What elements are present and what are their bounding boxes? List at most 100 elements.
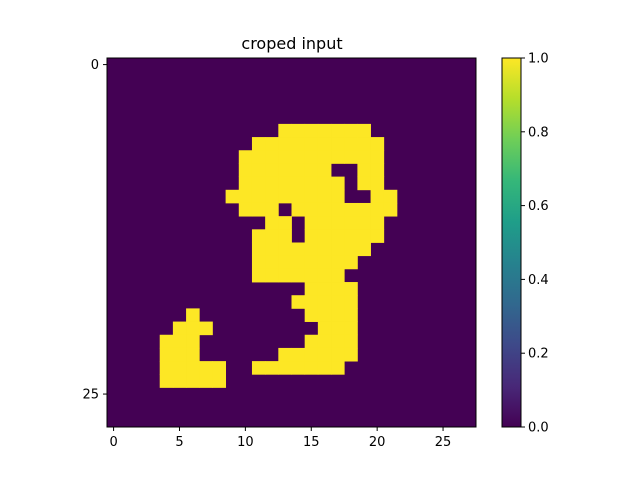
heatmap-cell	[331, 137, 345, 151]
heatmap-cell	[172, 374, 187, 388]
heatmap-cell	[331, 229, 345, 243]
heatmap-cell	[344, 295, 358, 309]
heatmap-cell	[344, 308, 358, 322]
heatmap-cell	[278, 216, 292, 230]
heatmap-cell	[383, 189, 398, 204]
heatmap-cell	[291, 150, 306, 164]
heatmap-cell	[331, 150, 345, 164]
heatmap-cell	[357, 137, 371, 151]
heatmap-cell	[331, 295, 345, 309]
heatmap-cell	[331, 268, 345, 283]
heatmap-cell	[344, 242, 358, 257]
heatmap-cell	[331, 176, 345, 191]
heatmap-cell	[357, 176, 371, 191]
heatmap-cell	[370, 150, 385, 164]
heatmap-cell	[344, 216, 358, 230]
heatmap-cell	[278, 361, 292, 375]
heatmap-cell	[331, 242, 345, 257]
heatmap-cell	[265, 268, 279, 283]
x-tick-label: 5	[175, 435, 183, 450]
y-axis: 0 25	[82, 58, 107, 403]
heatmap-cell	[344, 282, 358, 296]
heatmap-cell	[251, 163, 266, 178]
heatmap-cell	[304, 176, 319, 191]
heatmap-cell	[199, 361, 213, 375]
heatmap-cell	[304, 361, 319, 375]
heatmap-cell	[370, 202, 385, 217]
heatmap-cell	[304, 123, 319, 138]
heatmap-cell	[331, 321, 345, 336]
heatmap-cell	[278, 242, 292, 257]
heatmap-cell	[331, 282, 345, 296]
heatmap-cell	[357, 163, 371, 178]
heatmap-cell	[304, 282, 319, 296]
heatmap-cell	[370, 163, 385, 178]
heatmap-cell	[304, 137, 319, 151]
heatmap-cell	[278, 189, 292, 204]
heatmap-cell	[278, 229, 292, 243]
heatmap-cell	[172, 321, 187, 336]
heatmap-cell	[370, 176, 385, 191]
colorbar-tick-label: 0.0	[528, 421, 549, 436]
heatmap-cell	[265, 137, 279, 151]
colorbar-gradient	[502, 58, 521, 427]
heatmap-cell	[317, 123, 332, 138]
heatmap-cell	[238, 189, 253, 204]
heatmap-cell	[383, 202, 398, 217]
x-tick-label: 0	[109, 435, 117, 450]
heatmap-cell	[291, 189, 306, 204]
heatmap-cell	[317, 321, 332, 336]
heatmap-cell	[251, 202, 266, 217]
heatmap-cell	[265, 202, 279, 217]
heatmap-cell	[159, 374, 174, 388]
heatmap-cell	[278, 123, 292, 138]
heatmap-cell	[331, 189, 345, 204]
heatmap-cell	[278, 176, 292, 191]
colorbar: 0.0 0.2 0.4 0.6 0.8 1.0	[501, 52, 549, 436]
heatmap-cell	[291, 202, 306, 217]
heatmap-cell	[304, 308, 319, 322]
heatmap-cell	[317, 361, 332, 375]
heatmap-cell	[251, 150, 266, 164]
heatmap-cell	[291, 163, 306, 178]
heatmap-cell	[357, 216, 371, 230]
heatmap-cell	[291, 255, 306, 270]
heatmap-cell	[265, 163, 279, 178]
heatmap-cell	[344, 202, 358, 217]
heatmap-cell	[304, 268, 319, 283]
heatmap-cell	[186, 361, 200, 375]
heatmap-cell	[370, 137, 385, 151]
heatmap-cell	[225, 189, 240, 204]
colorbar-tick-label: 0.8	[528, 125, 549, 140]
heatmap-cell	[291, 295, 306, 309]
colorbar-tick-label: 0.2	[528, 347, 549, 362]
heatmap-cell	[357, 229, 371, 243]
heatmap-cell	[265, 150, 279, 164]
heatmap-cell	[331, 255, 345, 270]
heatmap-cell	[331, 123, 345, 138]
heatmap-cell	[304, 202, 319, 217]
heatmap-cell	[344, 255, 358, 270]
heatmap-cell	[199, 374, 213, 388]
heatmap-cell	[159, 334, 174, 349]
heatmap-cell	[331, 347, 345, 362]
colorbar-frame	[501, 57, 522, 428]
heatmap-cell	[304, 347, 319, 362]
heatmap-cell	[186, 347, 200, 362]
heatmap-cell	[317, 229, 332, 243]
heatmap-cell	[291, 137, 306, 151]
heatmap-cell	[317, 163, 332, 178]
x-tick-label: 10	[237, 435, 254, 450]
heatmap-cell	[251, 137, 266, 151]
heatmap-cell	[344, 229, 358, 243]
heatmap-cell	[265, 242, 279, 257]
heatmap-cell	[317, 202, 332, 217]
heatmap-cell	[331, 361, 345, 375]
heatmap-cell	[344, 334, 358, 349]
heatmap-cell	[265, 255, 279, 270]
heatmap-cell	[186, 321, 200, 336]
heatmap-cell	[304, 255, 319, 270]
heatmap-cell	[370, 229, 385, 243]
heatmap-cell	[291, 123, 306, 138]
